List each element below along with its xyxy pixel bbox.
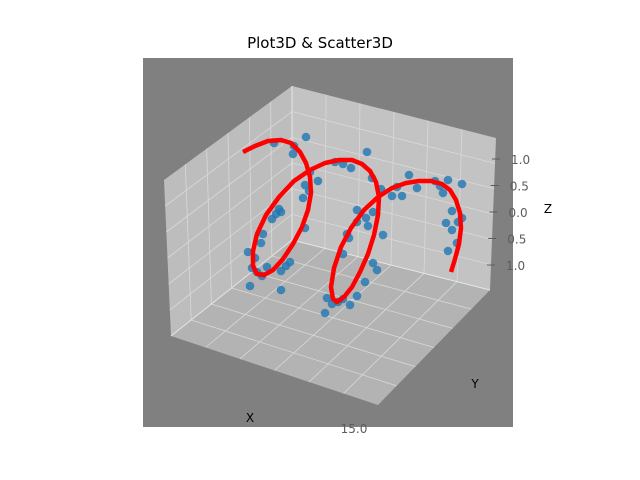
scatter-point: [361, 213, 371, 223]
scatter-point: [443, 175, 453, 185]
scatter-point: [298, 193, 308, 203]
scatter-point: [378, 230, 388, 240]
scatter-point: [447, 225, 457, 235]
x-axis-label: X: [246, 411, 254, 425]
grid-lines: [164, 94, 496, 394]
grid-line: [343, 281, 458, 394]
scatter-point: [412, 183, 422, 193]
scatter-point: [387, 191, 397, 201]
scatter-point: [320, 308, 330, 318]
z-tick-marks: [487, 158, 500, 266]
scatter-point: [457, 179, 467, 189]
scatter-point: [258, 229, 268, 239]
scatter-point: [372, 265, 382, 275]
scatter-point: [276, 266, 286, 276]
helix-line: [241, 137, 464, 305]
pane-edges: [170, 86, 491, 337]
pane-floor: [171, 240, 490, 405]
scatter-point: [368, 207, 378, 217]
grid-line: [270, 101, 273, 257]
pane-left: [164, 86, 292, 336]
scatter-point: [368, 258, 378, 268]
z-tick-label: 0.0: [509, 206, 528, 220]
scatter-point: [288, 149, 298, 159]
scatter-point: [301, 132, 311, 142]
z-tick-label: 0.5: [507, 233, 526, 247]
z-tick-label: 0.5: [510, 180, 529, 194]
scatter-point: [262, 262, 272, 272]
scatter-point: [447, 206, 457, 216]
scatter-point: [397, 191, 407, 201]
scatter-point: [245, 281, 255, 291]
chart-title: Plot3D & Scatter3D: [247, 34, 393, 52]
scatter-point: [360, 277, 370, 287]
z-tick-label: 1.0: [506, 259, 525, 273]
scatter-point: [267, 214, 277, 224]
scatter-point: [363, 221, 373, 231]
x-tick-label: 15.0: [341, 422, 368, 436]
scatter-point: [256, 238, 266, 248]
z-axis-label: Z: [544, 202, 552, 216]
scatter-point: [441, 218, 451, 228]
scatter-point: [404, 170, 414, 180]
scatter-point: [243, 247, 253, 257]
y-axis-label: Y: [470, 377, 479, 391]
scatter-point: [346, 163, 356, 173]
scatter-point: [345, 300, 355, 310]
scatter-point: [313, 176, 323, 186]
scatter-point: [362, 147, 372, 157]
scatter-point: [322, 293, 332, 303]
z-tick-labels: 1.0 0.5 0.0 0.5 1.0: [506, 153, 530, 273]
scatter-point: [276, 207, 286, 217]
scatter-point: [352, 205, 362, 215]
scatter-point: [352, 291, 362, 301]
scatter-point: [276, 285, 286, 295]
scatter-point: [438, 188, 448, 198]
scatter-point: [443, 246, 453, 256]
z-tick-label: 1.0: [511, 153, 530, 167]
